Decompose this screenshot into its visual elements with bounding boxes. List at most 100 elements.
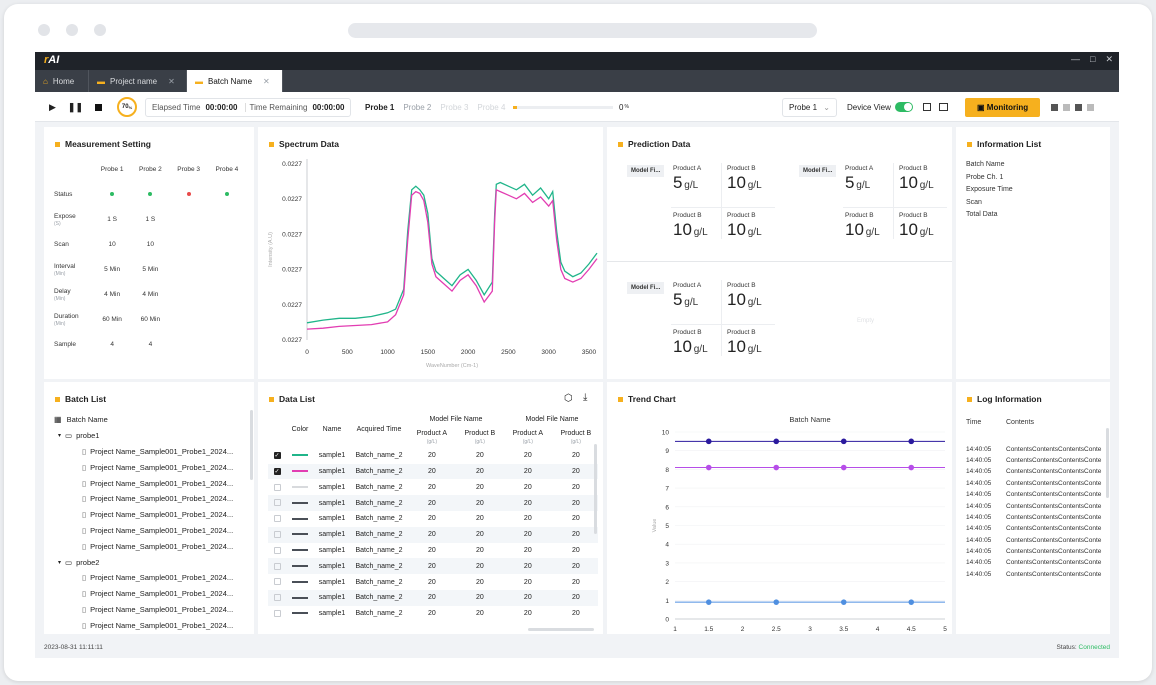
table-row[interactable]: sample1 Batch_name_2 20 20 20 20 — [268, 574, 598, 590]
probe-tab-4[interactable]: Probe 4 — [477, 102, 506, 112]
home-icon: ⌂ — [43, 76, 48, 86]
trend-point — [908, 438, 915, 445]
window-dot — [94, 24, 106, 36]
model-file-badge[interactable]: Model Fi... — [799, 165, 837, 177]
scrollbar[interactable] — [250, 410, 253, 480]
trend-title: Batch Name — [789, 415, 830, 424]
tree-file[interactable]: ▯ Project Name_Sample001_Probe1_2024... — [82, 573, 234, 583]
table-row[interactable]: sample1 Batch_name_2 20 20 20 20 — [268, 526, 598, 543]
measurement-panel: Measurement Setting Probe 1 Probe 2 Prob… — [44, 127, 254, 379]
tree-file[interactable]: ▯ Project Name_Sample001_Probe1_2024... — [82, 446, 234, 456]
table-row[interactable]: sample1 Batch_name_2 20 20 20 20 — [268, 495, 598, 511]
row-checkbox[interactable] — [273, 546, 281, 554]
duration-row: Duration (Min) 60 Min 60 Min — [54, 312, 161, 327]
table-row[interactable]: sample1 Batch_name_2 20 20 20 20 — [268, 543, 598, 559]
tab-home[interactable]: ⌂ Home — [35, 70, 89, 92]
row-checkbox[interactable] — [273, 609, 281, 617]
tree-file[interactable]: ▯ Project Name_Sample001_Probe1_2024... — [82, 589, 234, 599]
row-checkbox[interactable] — [273, 578, 281, 586]
caret-down-icon: ▾ — [58, 433, 62, 440]
log-row: 14:40:05 ContentsContentsContentsConte — [966, 513, 1102, 521]
close-window-icon[interactable]: ✕ — [1105, 54, 1113, 64]
x-tick-label: 3 — [808, 626, 812, 633]
datetime: 2023-08-31 11:11:11 — [44, 644, 103, 651]
status-row: Status — [54, 182, 246, 207]
tree-file[interactable]: ▯ Project Name_Sample001_Probe1_2024... — [82, 525, 234, 535]
model-file-badge[interactable]: Model Fi... — [627, 282, 665, 294]
cube-icon[interactable]: ⬡ — [564, 393, 573, 404]
file-icon: ▯ — [82, 494, 87, 504]
tab-batch[interactable]: ▬ Batch Name ✕ — [187, 70, 283, 92]
file-icon: ▯ — [82, 525, 87, 535]
download-icon[interactable]: ⤓ — [583, 392, 588, 403]
table-row[interactable]: sample1 Batch_name_2 20 20 20 20 — [268, 558, 598, 575]
log-row: 14:40:05 ContentsContentsContentsConte — [966, 456, 1102, 464]
monitor-icon: ▣ — [977, 102, 985, 112]
info-item-batch: Batch Name — [966, 161, 1005, 168]
pause-icon[interactable]: ❚❚ — [67, 101, 84, 112]
data-list-panel: Data List ⬡ ⤓ Color Name Acquired Time M… — [258, 382, 603, 634]
window-dot — [66, 24, 78, 36]
save-icon[interactable] — [923, 103, 931, 111]
tree-file[interactable]: ▯ Project Name_Sample001_Probe1_2024... — [82, 541, 234, 551]
row-checkbox[interactable]: ✓ — [273, 452, 281, 460]
row-checkbox[interactable] — [273, 594, 281, 602]
tree-folder[interactable]: ▾ ▭ probe1 — [58, 431, 100, 441]
file-icon: ▯ — [82, 446, 87, 456]
model-file-badge[interactable]: Model Fi... — [627, 165, 665, 177]
color-swatch — [292, 580, 308, 583]
col-acquired[interactable]: Acquired Time — [356, 426, 402, 434]
row-checkbox[interactable] — [273, 531, 281, 538]
scan-row: Scan 10 10 — [54, 241, 154, 248]
tree-folder[interactable]: ▾ ▭ probe2 — [58, 557, 100, 567]
table-row[interactable]: sample1 Batch_name_2 20 20 20 20 — [268, 479, 598, 495]
col-color[interactable]: Color — [291, 426, 309, 434]
tree-file[interactable]: ▯ Project Name_Sample001_Probe1_2024... — [82, 604, 234, 614]
row-checkbox[interactable] — [273, 483, 281, 491]
tree-file[interactable]: ▯ Project Name_Sample001_Probe1_2024... — [82, 510, 234, 520]
table-row[interactable]: sample1 Batch_name_2 20 20 20 20 — [268, 511, 598, 527]
horizontal-scrollbar[interactable] — [528, 628, 594, 631]
row-checkbox[interactable] — [273, 515, 281, 523]
close-tab-icon[interactable]: ✕ — [263, 76, 270, 86]
probe-tab-2[interactable]: Probe 2 — [403, 102, 432, 112]
scrollbar[interactable] — [594, 444, 597, 534]
col-name[interactable]: Name — [322, 426, 342, 434]
play-icon[interactable]: ▶ — [49, 101, 56, 112]
row-checkbox[interactable]: ✓ — [273, 467, 281, 475]
probe-select[interactable]: Probe 1 ⌄ — [782, 97, 837, 117]
tree-file[interactable]: ▯ Project Name_Sample001_Probe1_2024... — [82, 478, 234, 488]
stop-icon[interactable] — [95, 103, 103, 111]
col-model-2[interactable]: Model File Name — [525, 416, 579, 424]
spectrum-panel: Spectrum Data 0.0227 0.0227 0.0227 0.0227 0.… — [258, 127, 603, 379]
chevron-down-icon: ⌄ — [823, 102, 830, 112]
close-tab-icon[interactable]: ✕ — [168, 76, 175, 86]
export-image-icon[interactable] — [939, 103, 948, 111]
x-tick-label: 2000 — [461, 349, 476, 356]
address-bar[interactable] — [348, 23, 817, 38]
title-bar: rAI — □ ✕ — [35, 52, 1119, 70]
table-row[interactable]: ✓ sample1 Batch_name_2 20 20 20 20 — [273, 452, 580, 460]
tree-file[interactable]: ▯ Project Name_Sample001_Probe1_2024... — [82, 620, 234, 630]
tree-root[interactable]: ▦ Batch Name — [54, 415, 108, 425]
prediction-value: Product B 10 g/L — [845, 212, 880, 239]
tree-file[interactable]: ▯ Project Name_Sample001_Probe1_2024... — [82, 494, 234, 504]
x-tick-label: 1 — [673, 626, 677, 633]
device-view-toggle[interactable] — [894, 102, 913, 112]
tab-project[interactable]: ▬ Project name ✕ — [89, 70, 187, 92]
table-row[interactable]: sample1 Batch_name_2 20 20 20 20 — [268, 589, 598, 606]
scrollbar[interactable] — [1106, 428, 1109, 498]
minimize-icon[interactable]: — — [1071, 54, 1081, 64]
col-model-1[interactable]: Model File Name — [429, 416, 483, 424]
row-checkbox[interactable] — [273, 499, 281, 507]
maximize-icon[interactable]: □ — [1090, 54, 1096, 64]
tree-file[interactable]: ▯ Project Name_Sample001_Probe1_2024... — [82, 462, 234, 472]
probe-tab-1[interactable]: Probe 1 — [365, 102, 395, 112]
scan-progress-fill — [513, 105, 517, 109]
row-checkbox[interactable] — [273, 562, 281, 570]
monitoring-button[interactable]: ▣ Monitoring — [965, 97, 1041, 117]
probe-tab-3[interactable]: Probe 3 — [440, 102, 469, 112]
log-row: 14:40:05 ContentsContentsContentsConte — [966, 502, 1102, 510]
table-row[interactable]: ✓ sample1 Batch_name_2 20 20 20 20 — [268, 463, 598, 480]
table-row[interactable]: sample1 Batch_name_2 20 20 20 20 — [268, 606, 598, 622]
